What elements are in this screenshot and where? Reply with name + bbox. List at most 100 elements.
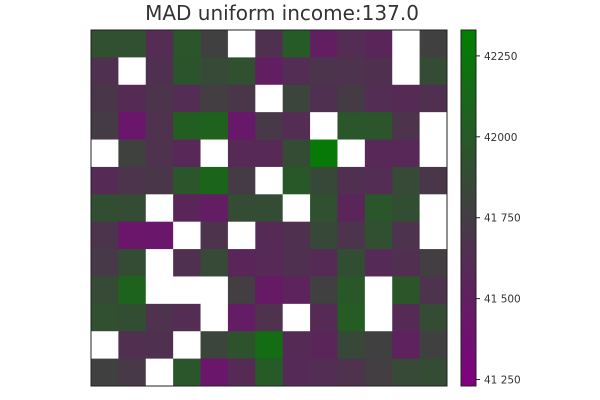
heatmap-cell: [364, 166, 393, 195]
heatmap-cell: [227, 112, 256, 140]
heatmap-cell: [282, 276, 311, 305]
heatmap-cell: [227, 57, 256, 86]
heatmap-cell: [310, 30, 338, 58]
heatmap-cell: [310, 249, 338, 277]
heatmap-cell: [364, 112, 393, 140]
heatmap-cell: [118, 331, 147, 360]
heatmap-cell: [255, 249, 284, 277]
heatmap-cell: [173, 249, 201, 277]
chart-title: MAD uniform income:137.0: [145, 1, 419, 25]
heatmap-cell: [419, 303, 448, 332]
heatmap-cell-empty: [282, 194, 311, 223]
heatmap-cell: [227, 166, 256, 195]
heatmap-cell: [173, 30, 201, 58]
heatmap-cell: [145, 112, 174, 140]
heatmap-cell: [419, 276, 448, 305]
heatmap-cell-empty: [419, 194, 448, 223]
heatmap-cell: [118, 221, 147, 250]
heatmap-cell: [227, 358, 256, 387]
heatmap-cell: [173, 112, 201, 140]
heatmap-cell-empty: [255, 84, 284, 113]
heatmap-cell: [337, 331, 366, 360]
heatmap-cell: [91, 166, 119, 195]
heatmap-cell-empty: [200, 139, 229, 168]
heatmap-cell: [145, 57, 174, 86]
heatmap-cell-empty: [364, 276, 393, 305]
heatmap-cell-empty: [91, 331, 119, 360]
heatmap-cell: [118, 84, 147, 113]
heatmap-cell: [145, 303, 174, 332]
heatmap-cell: [118, 303, 147, 332]
heatmap-cell: [200, 331, 229, 360]
heatmap-cell-empty: [173, 276, 201, 305]
heatmap-cell: [227, 139, 256, 168]
heatmap-cell: [145, 139, 174, 168]
heatmap-cell-empty: [145, 194, 174, 223]
heatmap-cell: [173, 84, 201, 113]
heatmap-cell: [364, 358, 393, 387]
heatmap-cell: [282, 112, 311, 140]
heatmap-cell: [310, 303, 338, 332]
heatmap-cell: [91, 112, 119, 140]
heatmap-cell-empty: [419, 112, 448, 140]
heatmap-cell: [419, 249, 448, 277]
heatmap-cell: [364, 84, 393, 113]
heatmap-cell: [419, 57, 448, 86]
heatmap-cell-empty: [364, 303, 393, 332]
heatmap-cell-empty: [145, 249, 174, 277]
heatmap-cell: [282, 57, 311, 86]
heatmap-cell: [364, 331, 393, 360]
heatmap-cell: [282, 331, 311, 360]
heatmap-cell: [200, 30, 229, 58]
heatmap-cell: [227, 194, 256, 223]
heatmap-cell: [173, 358, 201, 387]
heatmap-cell: [91, 221, 119, 250]
colorbar-tick-label: 41 250: [484, 375, 521, 387]
heatmap-cell: [91, 249, 119, 277]
heatmap-cell: [310, 221, 338, 250]
heatmap-cell: [310, 331, 338, 360]
heatmap-cell: [145, 221, 174, 250]
heatmap-cell: [227, 303, 256, 332]
heatmap-cell: [364, 57, 393, 86]
colorbar-tick-label: 42000: [484, 132, 517, 144]
heatmap-cell: [227, 276, 256, 305]
heatmap-cell: [364, 194, 393, 223]
heatmap-cell: [91, 30, 119, 58]
heatmap-cell: [282, 249, 311, 277]
heatmap-cell: [200, 358, 229, 387]
heatmap-cell: [91, 57, 119, 86]
heatmap-cell-empty: [145, 276, 174, 305]
heatmap-cell-empty: [145, 358, 174, 387]
heatmap-cell: [200, 166, 229, 195]
heatmap-cell: [91, 303, 119, 332]
heatmap-cell-empty: [173, 221, 201, 250]
heatmap-cell: [282, 221, 311, 250]
heatmap-cell-empty: [227, 30, 256, 58]
heatmap-cell: [91, 194, 119, 223]
heatmap-cell: [91, 276, 119, 305]
heatmap-cell: [392, 249, 421, 277]
heatmap-cell: [200, 194, 229, 223]
heatmap-cell: [337, 166, 366, 195]
heatmap-cell: [91, 84, 119, 113]
heatmap-cell-empty: [227, 221, 256, 250]
heatmap-cell: [118, 30, 147, 58]
heatmap-cell-empty: [255, 166, 284, 195]
plot-frame: [90, 29, 448, 387]
heatmap-cell-empty: [282, 303, 311, 332]
heatmap-cell: [145, 166, 174, 195]
heatmap-cell: [145, 84, 174, 113]
heatmap-cell: [118, 112, 147, 140]
heatmap-cell-empty: [118, 57, 147, 86]
heatmap-cell: [364, 30, 393, 58]
heatmap-cell: [419, 358, 448, 387]
heatmap-cell-empty: [392, 57, 421, 86]
heatmap-cell: [392, 358, 421, 387]
heatmap-cell: [145, 331, 174, 360]
heatmap-cell: [118, 139, 147, 168]
heatmap-cell: [255, 139, 284, 168]
heatmap-cell: [227, 331, 256, 360]
heatmap-cell: [310, 358, 338, 387]
